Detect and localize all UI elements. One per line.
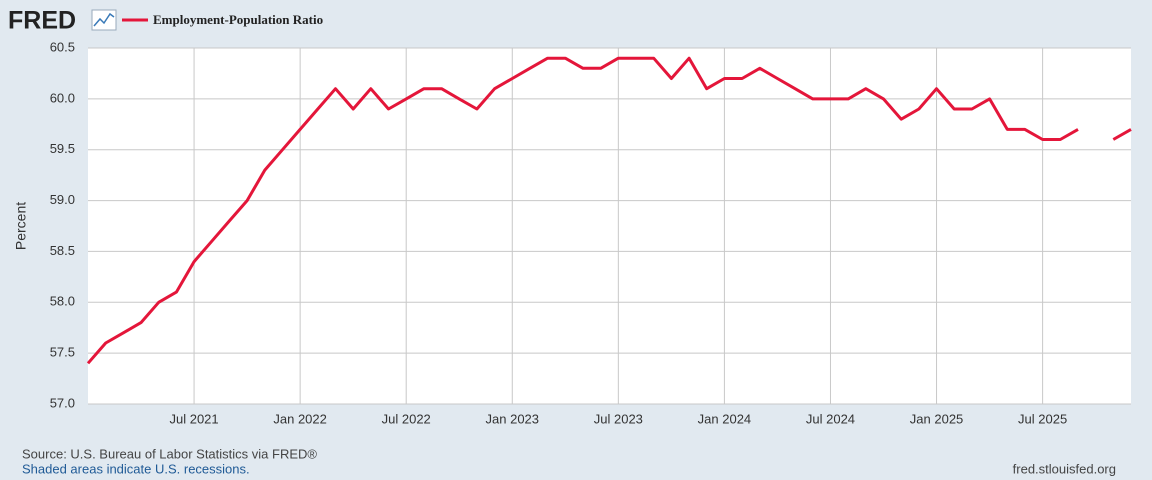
- y-tick-label: 57.0: [50, 395, 75, 410]
- site-url[interactable]: fred.stlouisfed.org: [1013, 461, 1116, 476]
- x-tick-label: Jan 2025: [910, 411, 964, 426]
- x-tick-label: Jul 2021: [169, 411, 218, 426]
- y-axis-label: Percent: [13, 202, 29, 250]
- x-tick-label: Jan 2023: [486, 411, 540, 426]
- x-tick-label: Jan 2022: [273, 411, 327, 426]
- x-tick-label: Jan 2024: [698, 411, 752, 426]
- source-note: Source: U.S. Bureau of Labor Statistics …: [22, 446, 317, 461]
- y-tick-label: 60.5: [50, 39, 75, 54]
- y-tick-label: 59.0: [50, 192, 75, 207]
- plot-area: [88, 48, 1131, 404]
- y-tick-label: 57.5: [50, 345, 75, 360]
- data-line: [86, 56, 1132, 365]
- x-tick-label: Jul 2022: [382, 411, 431, 426]
- legend-label: Employment-Population Ratio: [153, 12, 323, 27]
- y-tick-label: 58.0: [50, 294, 75, 309]
- x-tick-label: Jul 2024: [806, 411, 855, 426]
- logo: FRED: [8, 7, 76, 35]
- x-tick-label: Jul 2025: [1018, 411, 1067, 426]
- x-tick-label: Jul 2023: [594, 411, 643, 426]
- y-tick-label: 60.0: [50, 90, 75, 105]
- recession-note[interactable]: Shaded areas indicate U.S. recessions.: [22, 461, 250, 476]
- y-tick-label: 59.5: [50, 141, 75, 156]
- y-tick-label: 58.5: [50, 243, 75, 258]
- logo-icon: [91, 9, 117, 31]
